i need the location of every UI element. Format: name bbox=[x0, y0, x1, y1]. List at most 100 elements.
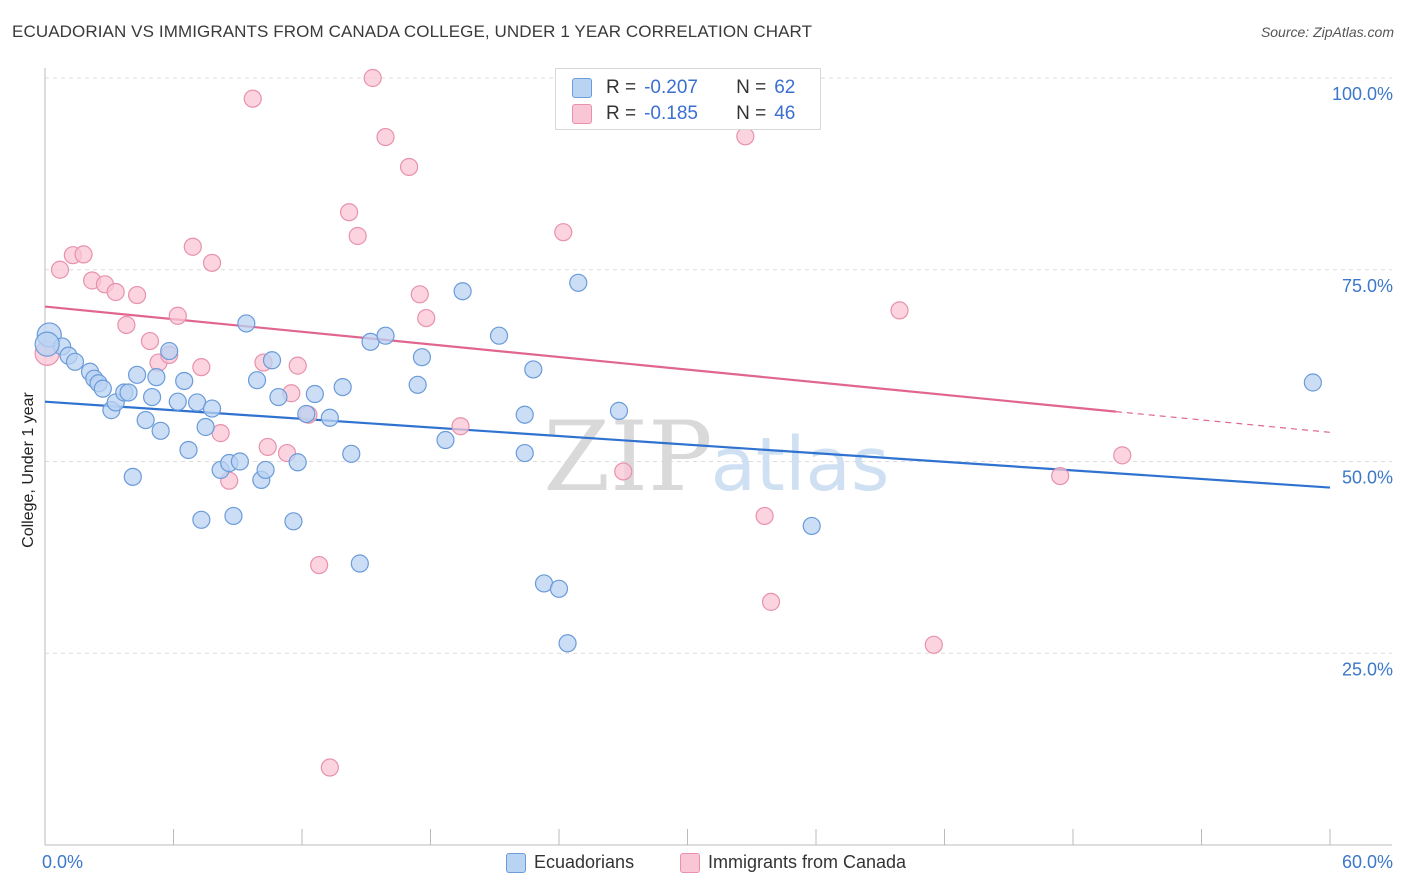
ecuadorian-point bbox=[436, 430, 455, 450]
canada-point bbox=[127, 285, 147, 305]
canada-point bbox=[202, 253, 222, 272]
legend-row-canada: R = -0.185 N = 46 bbox=[572, 101, 795, 127]
source-label: Source: ZipAtlas.com bbox=[1260, 24, 1394, 40]
y-tick-label-25: 25.0% bbox=[1342, 659, 1393, 679]
ecuadorian-point bbox=[342, 444, 361, 463]
ecuadorian-point bbox=[65, 352, 85, 371]
canada-point bbox=[1113, 446, 1132, 465]
ecuadorian-point bbox=[802, 516, 821, 536]
ecuadorian-point bbox=[569, 273, 588, 292]
ecuadorian-point bbox=[305, 384, 324, 404]
y-tick-labels: 25.0% 50.0% 75.0% 100.0% bbox=[1332, 84, 1393, 679]
ecuadorian-point bbox=[247, 371, 267, 390]
ecuadorian-point bbox=[350, 554, 369, 573]
canada-point bbox=[417, 308, 436, 328]
ecuadorian-point bbox=[151, 421, 170, 440]
legend-swatch-ecuadorians bbox=[506, 852, 526, 873]
gridlines bbox=[45, 77, 1392, 654]
ecuadorian-point bbox=[179, 440, 198, 460]
legend-swatch-blue bbox=[572, 78, 592, 98]
canada-point bbox=[340, 203, 359, 222]
legend-label-canada: Immigrants from Canada bbox=[708, 852, 907, 872]
ecuadorian-point bbox=[237, 314, 256, 333]
ecuadorian-point bbox=[288, 453, 307, 472]
canada-point bbox=[554, 223, 573, 242]
ecuadorian-point bbox=[376, 326, 395, 345]
legend-swatch-pink bbox=[572, 104, 592, 124]
canada-point bbox=[451, 417, 470, 436]
ecuadorian-point bbox=[230, 452, 249, 471]
canada-point bbox=[755, 506, 774, 526]
canada-point bbox=[410, 285, 429, 304]
canada-point bbox=[168, 306, 187, 325]
canada-point bbox=[1051, 466, 1070, 486]
canada-point bbox=[117, 315, 136, 335]
ecuadorian-point bbox=[127, 365, 147, 384]
ecuadorian-point bbox=[147, 368, 166, 387]
series-legend: Ecuadorians Immigrants from Canada bbox=[0, 852, 1406, 878]
canada-point bbox=[243, 89, 262, 108]
canada-point bbox=[890, 301, 909, 320]
trend-line-ecuadorians bbox=[44, 400, 1331, 489]
legend-r-label: R = bbox=[606, 77, 637, 98]
canada-point bbox=[288, 356, 307, 375]
canada-point bbox=[924, 635, 943, 654]
canada-point bbox=[363, 68, 382, 88]
ecuadorian-point bbox=[136, 410, 155, 430]
canada-point bbox=[106, 282, 125, 302]
legend-label-ecuadorians: Ecuadorians bbox=[534, 852, 635, 872]
legend-n-label: N = bbox=[736, 103, 767, 124]
canada-point bbox=[50, 260, 70, 279]
canada-point bbox=[140, 331, 160, 351]
legend-item-canada[interactable]: Immigrants from Canada bbox=[680, 852, 906, 873]
ecuadorian-point bbox=[168, 392, 187, 411]
legend-n-value: 62 bbox=[774, 77, 796, 98]
canada-point bbox=[399, 157, 419, 177]
ecuadorian-point bbox=[453, 282, 472, 301]
ecuadorian-point bbox=[123, 467, 142, 486]
canada-point bbox=[320, 758, 339, 777]
legend-swatch-canada bbox=[680, 852, 700, 873]
ecuadorian-point bbox=[93, 379, 112, 398]
ecuadorian-point bbox=[333, 378, 352, 397]
ecuadorian-point bbox=[119, 383, 138, 402]
trend-line-canada bbox=[44, 305, 1116, 413]
legend-item-ecuadorians[interactable]: Ecuadorians bbox=[506, 852, 634, 873]
trend-lines bbox=[44, 305, 1331, 489]
axes bbox=[44, 68, 1392, 846]
ecuadorian-point bbox=[34, 331, 60, 357]
ecuadorian-point bbox=[558, 634, 577, 653]
ecuadorian-point bbox=[175, 371, 194, 391]
ecuadorian-point bbox=[489, 326, 509, 345]
ecuadorian-point bbox=[549, 579, 569, 598]
y-tick-label-50: 50.0% bbox=[1342, 468, 1393, 488]
watermark-atlas: atlas bbox=[711, 422, 890, 508]
ecuadorian-point bbox=[262, 351, 282, 370]
ecuadorian-point bbox=[196, 417, 215, 437]
legend-n-value: 46 bbox=[774, 103, 796, 124]
canada-point bbox=[761, 592, 781, 611]
points-ecuadorians bbox=[34, 273, 1322, 653]
y-axis-label: College, Under 1 year bbox=[20, 392, 37, 548]
legend-row-ecuadorians: R = -0.207 N = 62 bbox=[572, 75, 795, 101]
legend-r-value: -0.207 bbox=[644, 77, 698, 98]
ecuadorian-point bbox=[160, 341, 179, 361]
ecuadorian-point bbox=[1303, 373, 1322, 392]
canada-point bbox=[183, 237, 202, 256]
canada-point bbox=[614, 462, 633, 481]
ecuadorian-point bbox=[524, 360, 543, 379]
canada-point bbox=[376, 127, 395, 147]
legend-r-label: R = bbox=[606, 103, 637, 124]
trend-line-canada-extension bbox=[1115, 411, 1331, 433]
watermark-zip: ZIP bbox=[543, 401, 712, 513]
legend-n-label: N = bbox=[736, 77, 767, 98]
ecuadorian-point bbox=[256, 460, 275, 480]
ecuadorian-point bbox=[609, 401, 629, 420]
ecuadorian-point bbox=[202, 399, 222, 418]
ecuadorian-point bbox=[297, 404, 316, 424]
correlation-legend: R = -0.207 N = 62 R = -0.185 N = 46 bbox=[555, 68, 821, 130]
x-tick-label-max: 60.0% bbox=[1341, 852, 1393, 872]
legend-r-value: -0.185 bbox=[644, 103, 698, 124]
y-tick-label-100: 100.0% bbox=[1332, 84, 1393, 104]
